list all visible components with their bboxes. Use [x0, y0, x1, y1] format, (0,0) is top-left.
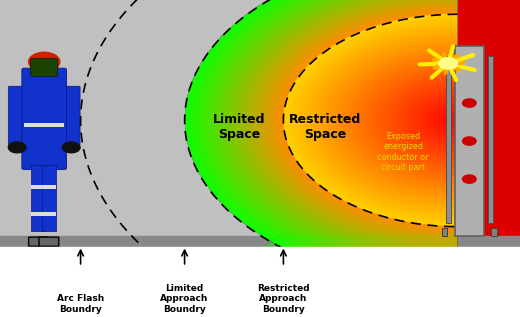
- FancyBboxPatch shape: [22, 68, 67, 170]
- Circle shape: [463, 175, 476, 183]
- FancyBboxPatch shape: [62, 86, 80, 145]
- Bar: [31, 212, 46, 216]
- Text: Limited
Space: Limited Space: [213, 113, 265, 141]
- Bar: [31, 165, 46, 231]
- Text: Arc Flash
Boundry: Arc Flash Boundry: [57, 294, 104, 314]
- Text: Exposed
energized
conductor or
circuit part: Exposed energized conductor or circuit p…: [377, 132, 429, 172]
- Circle shape: [463, 99, 476, 107]
- Bar: [42, 165, 56, 231]
- Circle shape: [463, 137, 476, 145]
- Bar: [0, 236, 520, 247]
- Bar: [488, 56, 493, 223]
- Bar: [458, 0, 520, 247]
- FancyBboxPatch shape: [31, 59, 58, 76]
- Circle shape: [29, 52, 60, 71]
- Bar: [0, 247, 520, 317]
- Bar: [446, 56, 451, 223]
- Circle shape: [62, 142, 80, 153]
- Text: Restricted
Approach
Boundry: Restricted Approach Boundry: [257, 284, 310, 314]
- Bar: [442, 228, 447, 236]
- Bar: [31, 185, 46, 189]
- Text: Restricted
Space: Restricted Space: [289, 113, 361, 141]
- Bar: [24, 123, 64, 127]
- FancyBboxPatch shape: [29, 237, 48, 246]
- Bar: [491, 228, 497, 236]
- Text: Limited
Approach
Boundry: Limited Approach Boundry: [160, 284, 209, 314]
- Circle shape: [8, 142, 26, 153]
- Circle shape: [439, 58, 458, 69]
- FancyBboxPatch shape: [8, 86, 26, 145]
- Bar: [455, 46, 484, 236]
- Bar: [42, 212, 56, 216]
- Bar: [42, 185, 56, 189]
- FancyBboxPatch shape: [39, 237, 59, 246]
